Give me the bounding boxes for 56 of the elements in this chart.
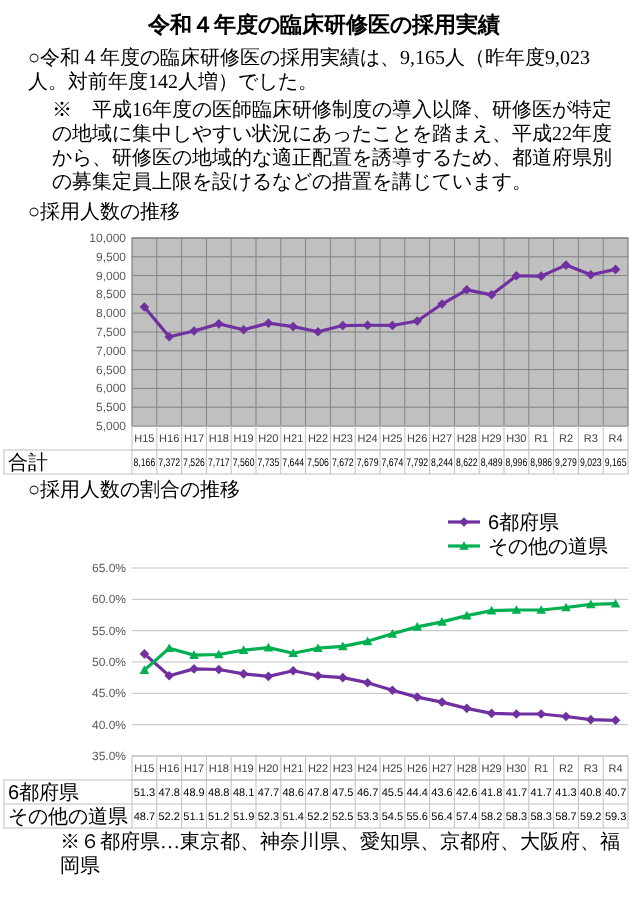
point: [238, 669, 249, 679]
point: [139, 302, 150, 312]
point: [139, 649, 150, 659]
point: [189, 650, 199, 659]
point: [313, 643, 323, 653]
point: [462, 610, 472, 620]
point: [214, 649, 224, 659]
point: [288, 648, 298, 658]
point: [437, 617, 447, 626]
point: [263, 642, 274, 652]
point: [288, 665, 298, 676]
point: [238, 645, 249, 654]
point: [313, 670, 323, 681]
point: [362, 636, 373, 646]
point: [412, 692, 422, 702]
point: [486, 290, 497, 300]
point: [412, 622, 422, 631]
point: [164, 643, 174, 653]
point: [462, 703, 472, 714]
text: ※ 平成16年度の医師臨床研修制度の導入以降、研修医が特定の地域に集中しやすい状況にあったことを踏まえ、平成22年度から、研修医の地域的な適正配置を誘導するため、都道府県別の募集定員上限を設けるなどの措置を講じています。: [50, 100, 614, 196]
point: [561, 602, 571, 612]
point: [536, 271, 546, 281]
point: [511, 605, 522, 614]
point: [586, 599, 596, 609]
point: [387, 685, 398, 695]
point: [610, 264, 621, 275]
point: [164, 332, 174, 342]
legend-label: その他の道県: [488, 535, 608, 559]
point: [214, 664, 224, 675]
point: [362, 677, 373, 688]
point: [561, 711, 571, 722]
point: [462, 285, 472, 295]
chart-title: ○採用人数の割合の推移: [26, 478, 243, 504]
point: [610, 598, 621, 608]
text: 令和４年度の臨床研修医の採用実績: [146, 12, 502, 40]
point: [139, 665, 150, 674]
point: [387, 629, 398, 638]
legend-label: 6都府県: [488, 511, 560, 535]
point: [536, 605, 546, 614]
point: [586, 269, 596, 280]
text: その他の道県: [8, 807, 128, 829]
point: [313, 326, 323, 337]
text: 6都府県: [8, 783, 80, 805]
point: [238, 324, 249, 335]
point: [338, 672, 348, 683]
point: [586, 714, 596, 725]
chart-title: ○採用人数の推移: [26, 200, 183, 226]
text: ※６都府県…東京都、神奈川県、愛知県、京都府、大阪府、福岡県: [58, 832, 622, 880]
point: [164, 670, 174, 681]
point: [536, 709, 546, 719]
text: ○令和４年度の臨床研修医の採用実績は、9,165人（昨年度9,023人。対前年度142人増）でした。: [28, 48, 593, 96]
point: [338, 641, 348, 651]
point: [288, 321, 298, 332]
point: [486, 605, 497, 615]
point: [214, 319, 224, 329]
text: 合計: [8, 451, 48, 475]
